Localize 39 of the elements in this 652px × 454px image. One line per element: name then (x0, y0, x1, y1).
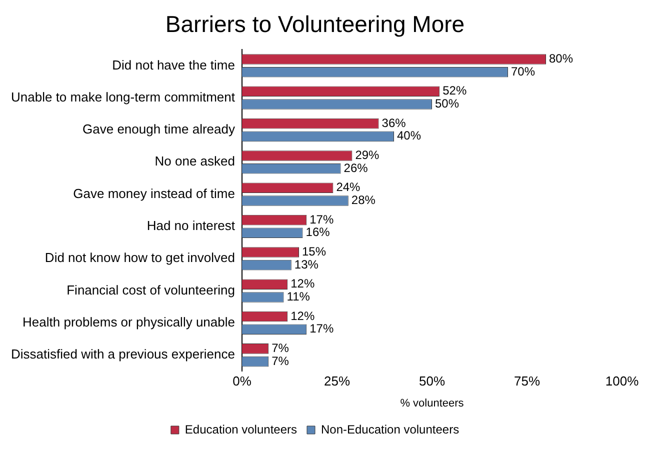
data-label: 11% (286, 290, 310, 304)
data-label: 40% (397, 128, 422, 143)
data-label: 17% (310, 212, 334, 226)
data-label: 7% (272, 354, 290, 368)
y-tick-label: Unable to make long-term commitment (11, 89, 236, 104)
x-tick-label: 50% (418, 374, 446, 389)
y-tick-label: Financial cost of volunteering (66, 282, 235, 298)
chart-title: Barriers to Volunteering More (165, 11, 465, 38)
data-label: 28% (351, 193, 376, 208)
y-tick-label: Did not know how to get involved (44, 250, 235, 266)
x-tick-label: 75% (514, 374, 540, 389)
data-label: 29% (355, 148, 380, 162)
x-tick-label: 25% (324, 374, 350, 389)
data-label: 13% (294, 257, 319, 272)
y-tick-label: Did not have the time (112, 57, 235, 72)
data-label: 36% (382, 116, 406, 130)
data-label: 15% (302, 244, 326, 259)
legend-label: Education volunteers (184, 422, 297, 436)
y-tick-label: Gave enough time already (82, 122, 236, 137)
data-label: 7% (272, 341, 290, 355)
y-tick-label: No one asked (154, 154, 235, 169)
legend-label: Non-Education volunteers (320, 422, 460, 436)
data-label: 50% (435, 96, 460, 111)
data-label: 80% (549, 52, 574, 66)
x-tick-label: 100% (605, 374, 640, 389)
data-label: 24% (336, 180, 361, 194)
data-label: 16% (306, 225, 330, 240)
data-label: 70% (511, 64, 536, 78)
y-tick-label: Had no interest (146, 218, 236, 234)
y-tick-label: Gave money instead of time (73, 186, 235, 201)
y-tick-label: Health problems or physically unable (22, 314, 235, 330)
y-tick-label: Dissatisfied with a previous experience (10, 346, 235, 362)
x-tick-label: 0% (232, 374, 252, 389)
data-label: 52% (442, 84, 467, 98)
data-label: 26% (344, 160, 368, 175)
data-label: 12% (290, 276, 315, 291)
data-label: 17% (310, 322, 334, 336)
data-label: 12% (290, 308, 315, 323)
x-axis-title: % volunteers (400, 397, 464, 410)
